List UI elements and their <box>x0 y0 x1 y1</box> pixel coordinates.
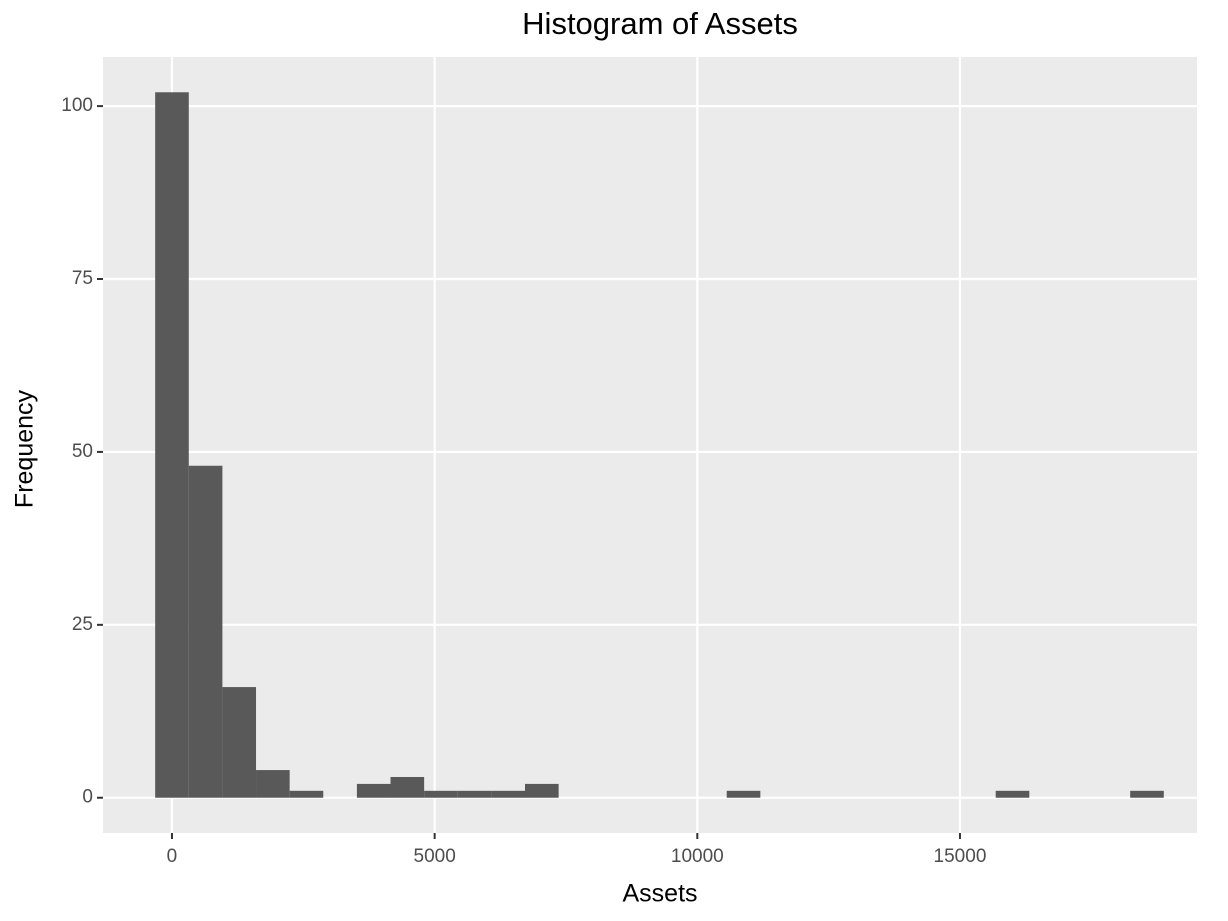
y-axis-title: Frequency <box>11 389 39 508</box>
bar <box>289 790 324 798</box>
x-tick-label: 10000 <box>671 846 724 867</box>
x-tick-label: 15000 <box>934 846 987 867</box>
plot-panel <box>103 57 1197 833</box>
bar <box>222 687 257 798</box>
y-tick-label: 75 <box>72 268 93 289</box>
x-tick-label: 0 <box>167 846 178 867</box>
bar <box>457 790 492 798</box>
x-axis-title: Assets <box>622 880 697 908</box>
y-tick-label: 100 <box>61 95 93 116</box>
y-tick-label: 25 <box>72 614 93 635</box>
bar <box>524 783 559 798</box>
bar <box>155 92 189 798</box>
bar <box>188 465 223 798</box>
bar <box>390 776 425 798</box>
bar <box>256 770 290 798</box>
y-tick-label: 0 <box>82 787 93 808</box>
y-tick-label: 50 <box>72 441 93 462</box>
bar <box>424 790 458 798</box>
chart-title: Histogram of Assets <box>522 6 798 41</box>
bar <box>995 790 1030 798</box>
bar <box>1130 790 1164 798</box>
bar <box>491 790 525 798</box>
x-tick-label: 5000 <box>414 846 456 867</box>
bar <box>726 790 761 798</box>
bar <box>356 783 391 798</box>
